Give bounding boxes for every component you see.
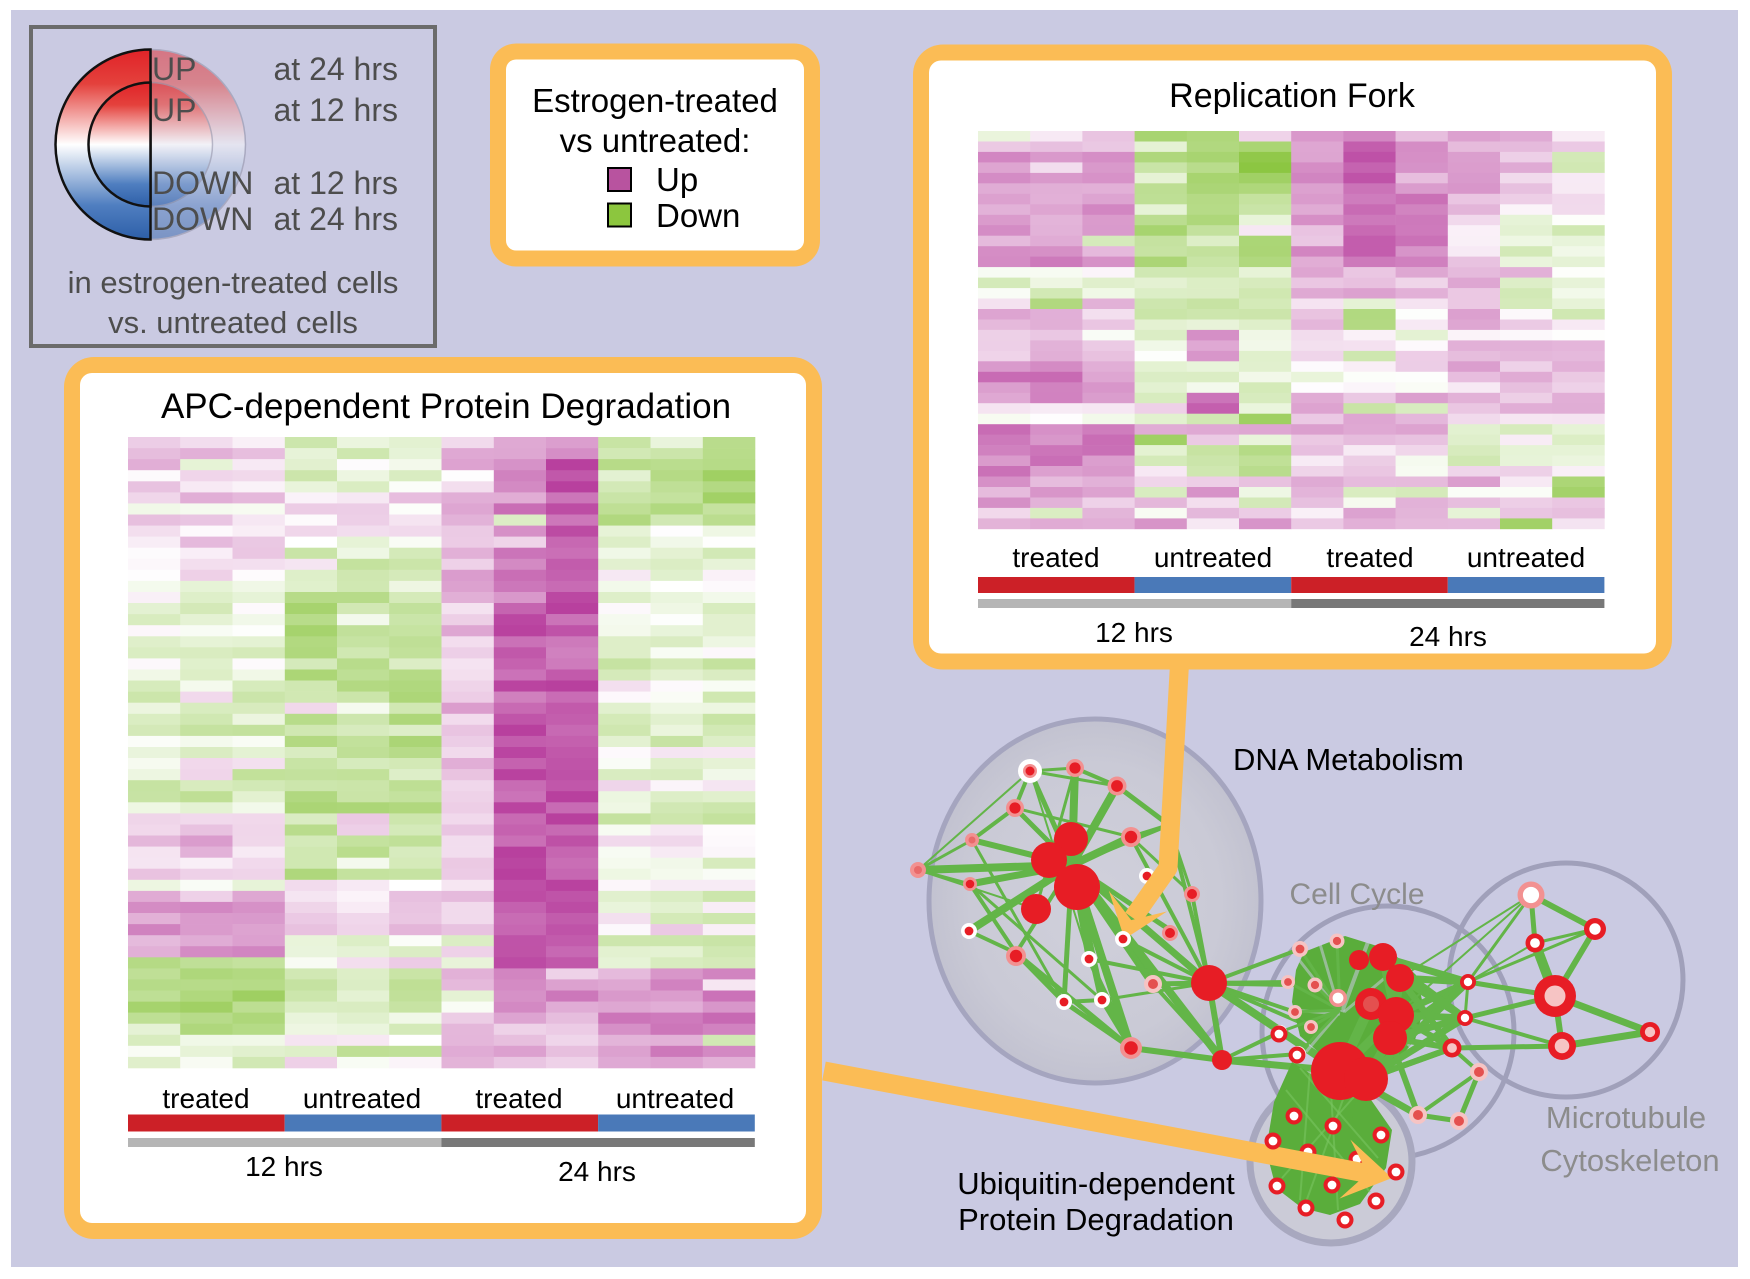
svg-text:untreated: untreated — [616, 1083, 734, 1114]
svg-text:at 24 hrs: at 24 hrs — [273, 201, 398, 237]
svg-text:Down: Down — [656, 197, 740, 234]
svg-text:APC-dependent Protein Degradat: APC-dependent Protein Degradation — [161, 387, 731, 426]
svg-text:at 12 hrs: at 12 hrs — [273, 92, 398, 128]
svg-text:12 hrs: 12 hrs — [1095, 617, 1173, 648]
svg-text:DNA Metabolism: DNA Metabolism — [1233, 742, 1464, 777]
svg-text:DOWN: DOWN — [152, 201, 253, 237]
svg-text:24 hrs: 24 hrs — [558, 1156, 636, 1187]
svg-text:Protein Degradation: Protein Degradation — [958, 1202, 1234, 1237]
svg-text:DOWN: DOWN — [152, 165, 253, 201]
svg-text:treated: treated — [1012, 542, 1099, 573]
svg-text:at 12 hrs: at 12 hrs — [273, 165, 398, 201]
svg-text:UP: UP — [152, 51, 196, 87]
svg-text:Cytoskeleton: Cytoskeleton — [1540, 1143, 1719, 1178]
svg-text:untreated: untreated — [1467, 542, 1585, 573]
svg-text:12 hrs: 12 hrs — [245, 1151, 323, 1182]
svg-text:Replication Fork: Replication Fork — [1169, 77, 1416, 115]
svg-text:UP: UP — [152, 92, 196, 128]
svg-text:Cell Cycle: Cell Cycle — [1289, 878, 1424, 911]
svg-text:untreated: untreated — [1154, 542, 1272, 573]
svg-text:treated: treated — [1326, 542, 1413, 573]
svg-text:untreated: untreated — [303, 1083, 421, 1114]
svg-text:24 hrs: 24 hrs — [1409, 621, 1487, 652]
svg-text:Ubiquitin-dependent: Ubiquitin-dependent — [957, 1166, 1235, 1201]
svg-text:treated: treated — [475, 1083, 562, 1114]
svg-text:vs. untreated cells: vs. untreated cells — [108, 305, 358, 340]
svg-text:in estrogen-treated cells: in estrogen-treated cells — [68, 265, 399, 300]
svg-text:vs untreated:: vs untreated: — [560, 122, 751, 159]
svg-text:treated: treated — [162, 1083, 249, 1114]
svg-text:Estrogen-treated: Estrogen-treated — [532, 82, 778, 119]
svg-text:Up: Up — [656, 161, 698, 198]
svg-text:at 24 hrs: at 24 hrs — [273, 51, 398, 87]
svg-text:Microtubule: Microtubule — [1546, 1100, 1706, 1135]
